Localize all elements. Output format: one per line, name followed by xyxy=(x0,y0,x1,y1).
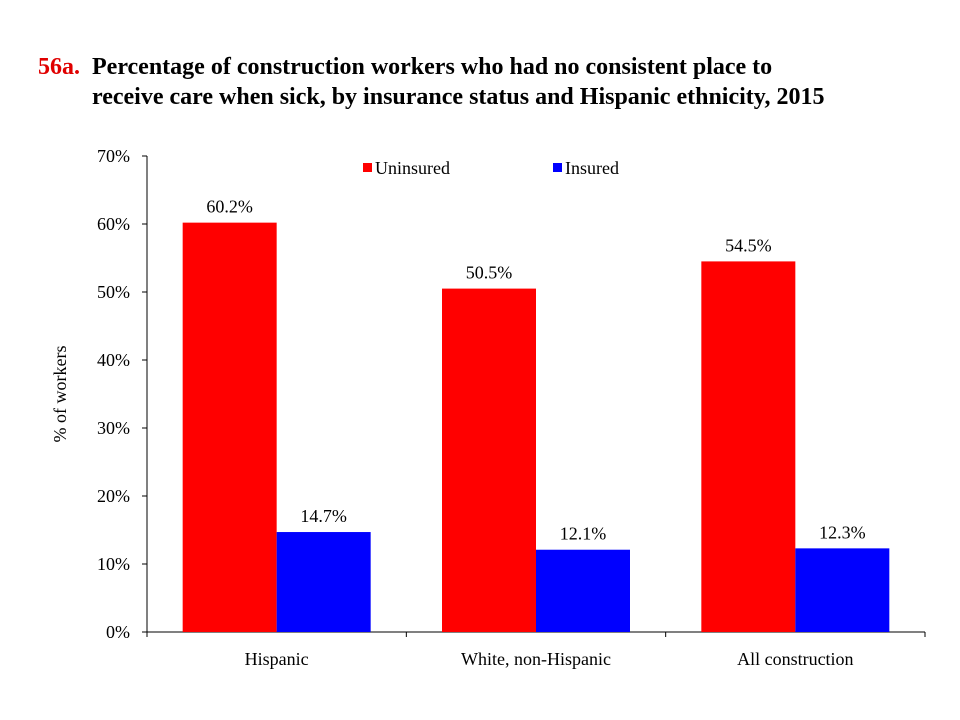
y-axis-title: % of workers xyxy=(50,346,70,443)
bar-insured-1 xyxy=(276,532,371,632)
y-tick-label: 10% xyxy=(97,554,130,574)
figure-number: 56a. xyxy=(38,54,80,80)
y-tick-label: 0% xyxy=(106,622,130,642)
legend-swatch-insured xyxy=(553,163,562,172)
legend-swatch-uninsured xyxy=(363,163,372,172)
bar-insured-3 xyxy=(795,548,890,632)
bar-insured-2 xyxy=(536,549,630,632)
y-tick-label: 70% xyxy=(97,146,130,166)
x-tick-label: White, non-Hispanic xyxy=(461,649,611,669)
legend-label: Insured xyxy=(565,158,619,178)
data-label: 14.7% xyxy=(300,506,347,526)
legend-label: Uninsured xyxy=(375,158,450,178)
data-label: 12.3% xyxy=(819,522,866,542)
data-label: 54.5% xyxy=(725,235,772,255)
bar-uninsured-1 xyxy=(182,222,277,632)
title-line-1: Percentage of construction workers who h… xyxy=(92,54,773,80)
y-tick-label: 50% xyxy=(97,282,130,302)
data-label: 50.5% xyxy=(466,263,513,283)
y-tick-label: 60% xyxy=(97,214,130,234)
title-line-2: receive care when sick, by insurance sta… xyxy=(92,84,825,110)
data-label: 12.1% xyxy=(560,524,607,544)
y-tick-label: 30% xyxy=(97,418,130,438)
y-tick-label: 20% xyxy=(97,486,130,506)
x-tick-label: Hispanic xyxy=(245,649,309,669)
x-tick-label: All construction xyxy=(737,649,853,669)
y-tick-label: 40% xyxy=(97,350,130,370)
bar-uninsured-2 xyxy=(442,288,536,632)
bar-uninsured-3 xyxy=(701,261,796,632)
chart-title: 56a. Percentage of construction workers w… xyxy=(38,52,938,112)
data-label: 60.2% xyxy=(206,197,253,217)
